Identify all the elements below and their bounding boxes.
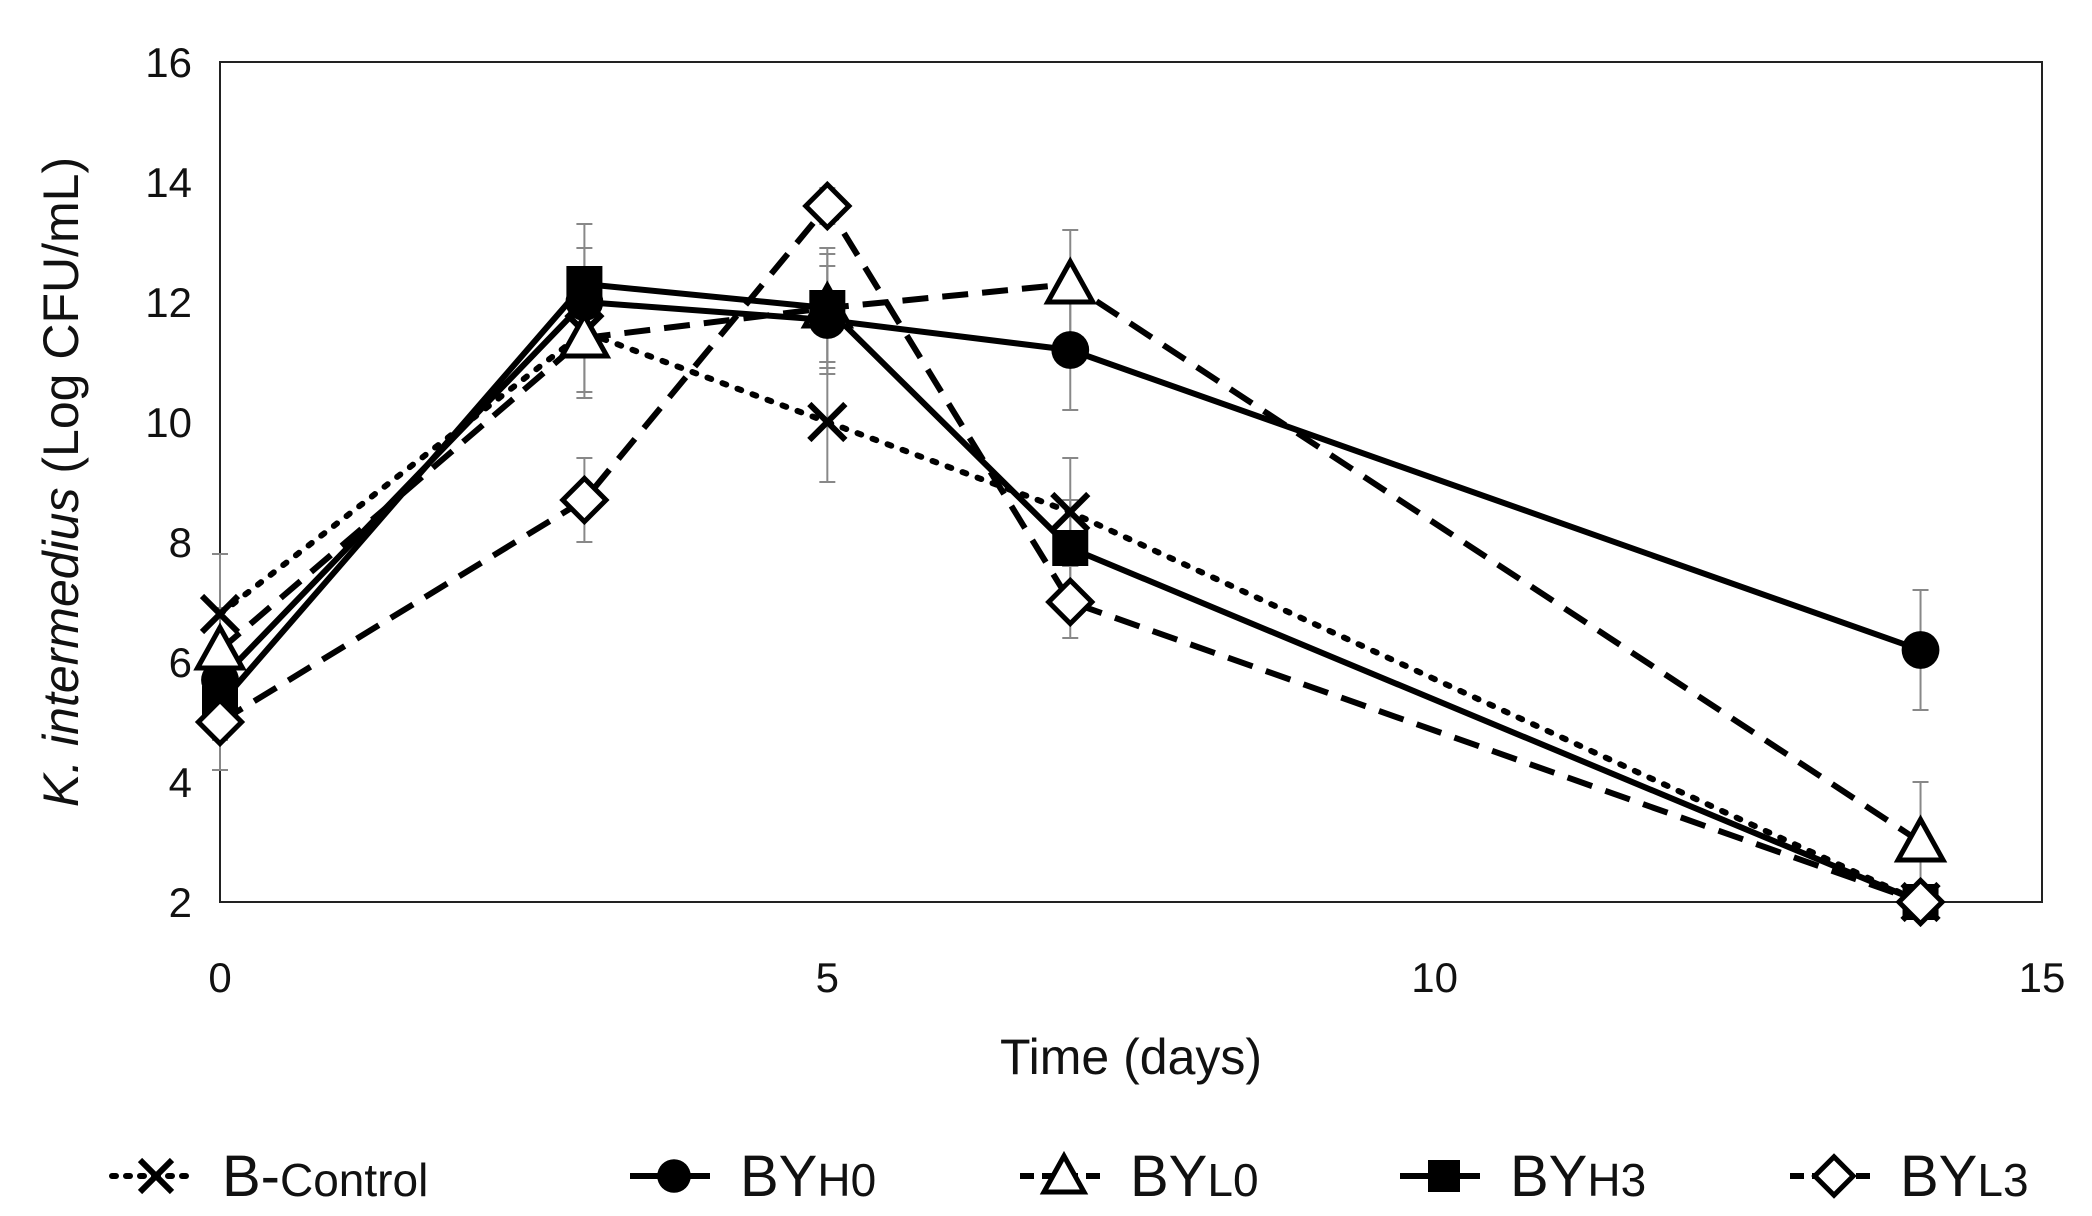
- series-markers-4: [194, 180, 1946, 928]
- x-tick-label: 5: [816, 954, 839, 1001]
- marker-square: [809, 290, 846, 326]
- x-axis: 0 5 10 15: [208, 954, 2065, 1001]
- y-axis-title: K. intermedius (Log CFU/mL): [33, 157, 89, 807]
- y-tick-label: 6: [169, 639, 192, 686]
- legend-label: BYL3: [1900, 1144, 2029, 1209]
- series-group: [193, 180, 1948, 928]
- legend-item: BYH3: [1400, 1144, 1646, 1209]
- marker-diamond: [194, 696, 246, 748]
- legend-label: BYH3: [1510, 1144, 1646, 1209]
- y-axis: 2 4 6 8 10 12 14 16: [145, 39, 192, 926]
- marker-x: [807, 401, 848, 443]
- marker-triangle: [193, 622, 247, 671]
- marker-x: [1050, 491, 1091, 533]
- y-tick-label: 12: [145, 279, 192, 326]
- x-axis-title: Time (days): [1000, 1029, 1262, 1085]
- marker-circle: [1051, 331, 1090, 369]
- marker-square: [566, 266, 603, 302]
- marker-diamond: [802, 180, 853, 232]
- legend-item: BYL3: [1790, 1144, 2029, 1209]
- legend-item: BYH0: [630, 1144, 876, 1209]
- y-tick-label: 10: [145, 399, 192, 446]
- legend: B-Control BYH0 BYL0 BYH3 BYL3: [109, 1144, 2029, 1209]
- marker-circle: [657, 1159, 691, 1193]
- legend-item: BYL0: [1020, 1144, 1259, 1209]
- legend-item: B-Control: [109, 1144, 428, 1209]
- marker-triangle: [1043, 256, 1098, 305]
- x-tick-label: 0: [208, 954, 231, 1001]
- marker-triangle: [557, 310, 612, 359]
- marker-circle: [1901, 631, 1940, 669]
- y-tick-label: 8: [169, 519, 192, 566]
- marker-diamond: [1895, 876, 1946, 928]
- marker-triangle: [1039, 1150, 1089, 1195]
- legend-label: B-Control: [222, 1144, 428, 1209]
- marker-diamond: [559, 474, 610, 526]
- x-tick-label: 10: [1411, 954, 1458, 1001]
- marker-diamond: [1045, 576, 1096, 628]
- marker-x: [199, 593, 241, 635]
- marker-square: [1428, 1160, 1460, 1192]
- legend-label: BYH0: [740, 1144, 876, 1209]
- y-tick-label: 2: [169, 879, 192, 926]
- y-tick-label: 16: [145, 39, 192, 86]
- y-tick-label: 14: [145, 159, 192, 206]
- marker-diamond: [1811, 1153, 1857, 1199]
- x-tick-label: 15: [2019, 954, 2066, 1001]
- marker-triangle: [1893, 814, 1948, 863]
- legend-label: BYL0: [1130, 1144, 1259, 1209]
- marker-x: [137, 1157, 175, 1195]
- plot-area: [219, 61, 2043, 903]
- y-tick-label: 4: [169, 759, 192, 806]
- marker-square: [1052, 530, 1089, 566]
